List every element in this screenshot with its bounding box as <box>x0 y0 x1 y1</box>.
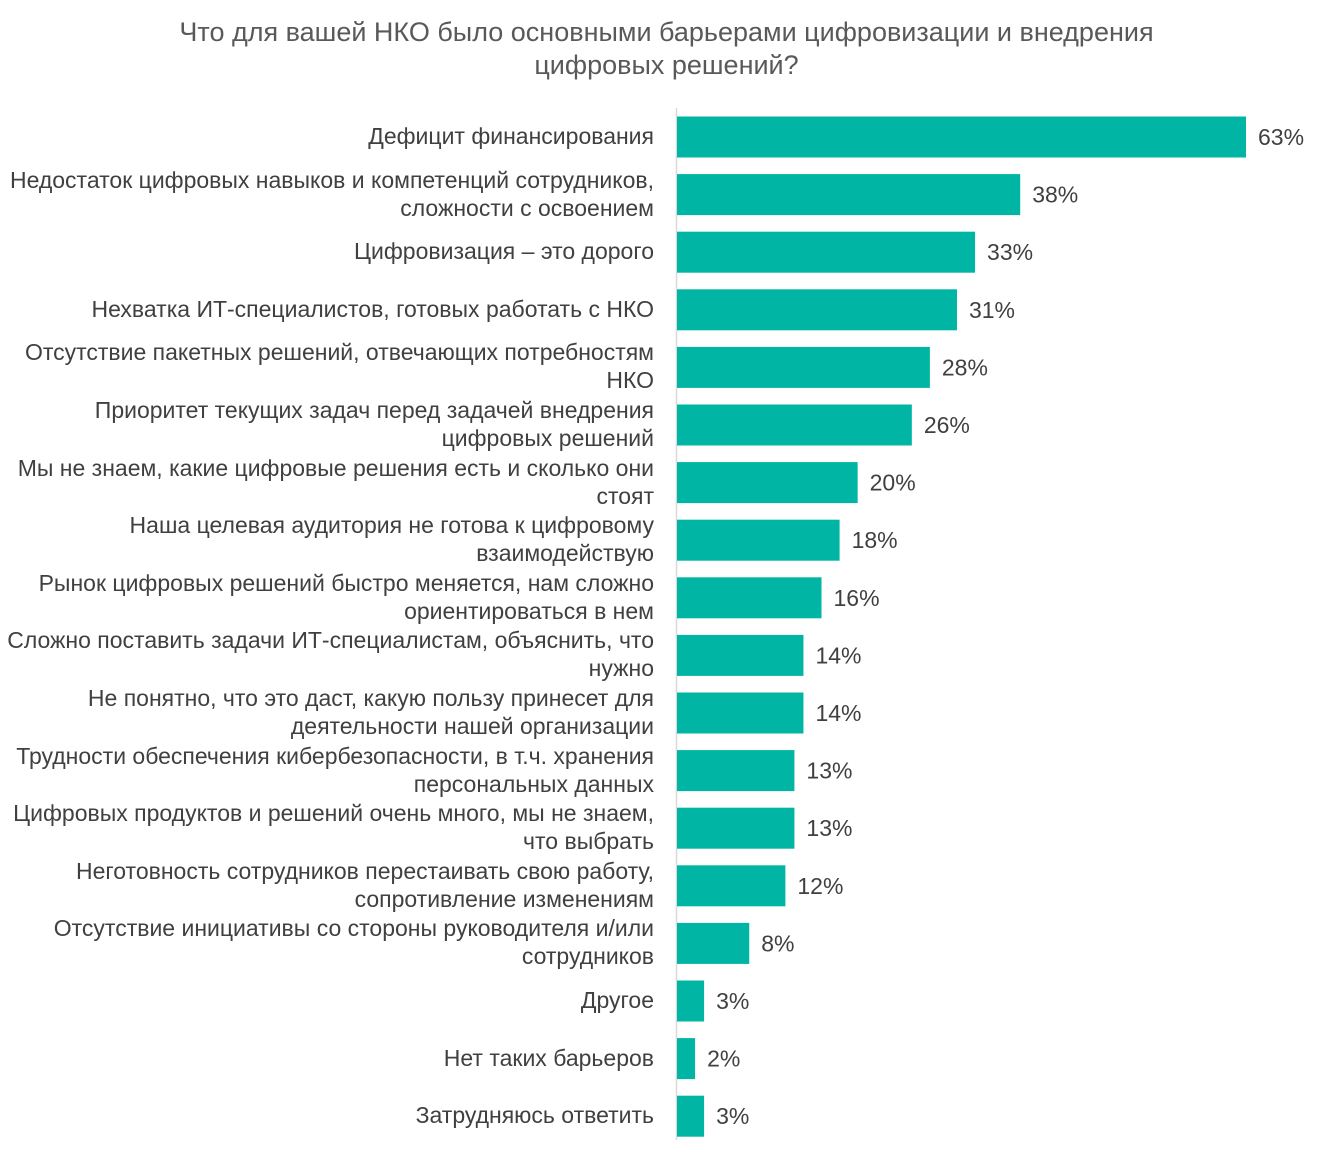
category-label: Цифровизация – это дорого <box>354 238 654 265</box>
value-label: 14% <box>815 642 861 668</box>
value-label: 20% <box>870 470 916 496</box>
bar <box>677 1038 696 1080</box>
category-label: Не понятно, что это даст, какую пользу п… <box>87 685 654 739</box>
category-label: Дефицит финансирования <box>368 123 654 149</box>
bar <box>677 1095 705 1137</box>
value-label: 3% <box>716 988 749 1014</box>
category-label: Приоритет текущих задач перед задачей вн… <box>94 397 654 451</box>
category-label: Рынок цифровых решений быстро меняется, … <box>38 569 654 624</box>
bar <box>677 980 705 1022</box>
bar <box>677 116 1246 158</box>
category-label: Цифровых продуктов и решений очень много… <box>13 800 654 855</box>
value-label: 16% <box>834 585 880 611</box>
bar <box>677 807 795 849</box>
category-label: Трудности обеспечения кибербезопасности,… <box>16 742 654 797</box>
bar <box>677 692 804 734</box>
bar <box>677 577 822 619</box>
bar <box>677 346 930 388</box>
bar <box>677 519 840 561</box>
category-label: Другое <box>580 987 654 1013</box>
category-label: Нехватка ИТ-специалистов, готовых работа… <box>91 295 654 322</box>
category-label: Неготовность сотрудников перестаивать св… <box>75 857 654 912</box>
bar <box>677 462 858 504</box>
value-label: 13% <box>806 758 852 784</box>
chart-title: Что для вашей НКО было основными барьера… <box>179 17 1154 80</box>
category-label: Отсутствие пакетных решений, отвечающих … <box>24 339 654 394</box>
value-label: 28% <box>942 354 988 380</box>
category-label: Отсутствие инициативы со стороны руковод… <box>53 915 654 970</box>
category-label: Затрудняюсь ответить <box>415 1102 654 1129</box>
bar <box>677 404 912 446</box>
bar <box>677 231 976 273</box>
value-label: 2% <box>707 1046 740 1072</box>
value-label: 63% <box>1258 124 1304 150</box>
category-label: Сложно поставить задачи ИТ-специалистам,… <box>7 627 654 682</box>
value-label: 31% <box>969 297 1015 323</box>
value-label: 38% <box>1032 182 1078 208</box>
value-label: 33% <box>987 239 1033 265</box>
bar <box>677 174 1021 216</box>
value-label: 26% <box>924 412 970 438</box>
value-label: 18% <box>852 527 898 553</box>
bar <box>677 750 795 792</box>
value-label: 13% <box>806 815 852 841</box>
value-label: 14% <box>815 700 861 726</box>
bar <box>677 922 750 964</box>
value-label: 3% <box>716 1103 749 1129</box>
category-label: Мы не знаем, какие цифровые решения есть… <box>17 454 654 509</box>
category-label: Недостаток цифровых навыков и компетенци… <box>9 166 654 221</box>
bar <box>677 289 957 331</box>
category-label: Наша целевая аудитория не готова к цифро… <box>129 512 654 567</box>
bar <box>677 634 804 676</box>
value-label: 8% <box>761 930 794 956</box>
bar <box>677 865 786 907</box>
category-label: Нет таких барьеров <box>443 1044 654 1071</box>
value-label: 12% <box>797 873 843 899</box>
